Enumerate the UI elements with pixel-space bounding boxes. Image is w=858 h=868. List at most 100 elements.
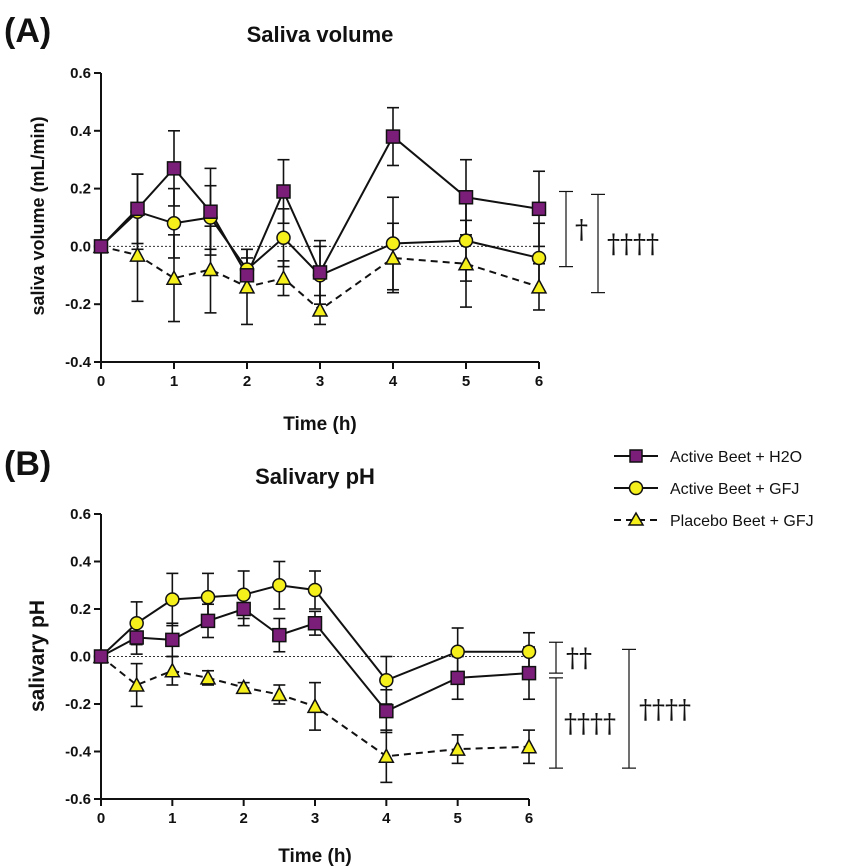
data-point-triangle	[530, 278, 548, 294]
data-point-triangle	[306, 697, 324, 714]
data-point-circle	[458, 233, 474, 248]
data-point-square	[531, 201, 547, 217]
data-point-square	[307, 616, 323, 631]
data-point-triangle	[199, 669, 217, 685]
significance-label: †	[575, 215, 588, 245]
x-tick-label: 4	[389, 373, 398, 390]
data-point-circle	[307, 582, 323, 598]
panel-b-label: (B)	[4, 445, 51, 483]
legend: Active Beet + H2O Active Beet + GFJ Plac…	[614, 449, 814, 530]
y-tick-label: -0.4	[65, 354, 92, 371]
data-point-triangle	[128, 676, 145, 692]
data-point-circle	[236, 587, 251, 602]
data-point-triangle	[384, 249, 402, 265]
y-tick-label: 0.6	[70, 65, 91, 82]
series-line-1	[100, 584, 529, 682]
significance-label: ††	[566, 644, 592, 674]
x-tick-label: 5	[462, 373, 470, 390]
data-point-triangle	[271, 685, 288, 702]
data-point-square	[450, 670, 465, 686]
legend-label: Placebo Beet + GFJ	[670, 513, 814, 530]
data-point-circle	[200, 589, 216, 605]
series-line-1	[100, 210, 540, 277]
data-point-triangle	[202, 260, 219, 277]
x-tick-label: 2	[239, 810, 247, 827]
y-tick-label: -0.6	[65, 791, 91, 808]
data-point-circle	[272, 578, 287, 593]
x-tick-label: 4	[382, 810, 391, 827]
significance-label: ††††	[639, 695, 691, 725]
series-line-0	[100, 607, 530, 713]
data-point-triangle	[378, 747, 395, 763]
data-point-triangle	[164, 662, 181, 678]
y-tick-label: -0.2	[65, 296, 91, 313]
data-point-square	[312, 265, 328, 280]
x-tick-label: 0	[97, 373, 105, 390]
panel-a-plot: -0.4-0.20.00.20.40.60 1 2 3 4 5 6† ††††	[65, 65, 659, 390]
data-point-circle	[379, 673, 394, 688]
data-point-triangle	[449, 740, 466, 756]
panel-b-ylabel: salivary pH	[26, 600, 49, 712]
data-point-square	[93, 239, 109, 254]
panel-b-xlabel: Time (h)	[278, 846, 352, 867]
data-point-square	[130, 201, 145, 217]
panel-b-title: Salivary pH	[255, 464, 375, 489]
x-tick-label: 3	[316, 373, 324, 390]
data-point-triangle	[238, 278, 256, 294]
data-point-square	[458, 190, 474, 205]
y-tick-label: -0.4	[65, 744, 92, 761]
x-tick-label: 3	[311, 810, 319, 827]
panel-b-plot: -0.6-0.4-0.20.00.20.40.60 1 2 3 4 5 6†††††† †††…	[65, 506, 691, 827]
y-tick-label: 0.0	[70, 649, 91, 666]
legend-label: Active Beet + GFJ	[670, 481, 799, 498]
series-line-0	[100, 135, 540, 278]
data-point-square	[200, 613, 216, 629]
data-point-square	[166, 161, 182, 176]
data-point-circle	[165, 592, 180, 607]
legend-label: Active Beet + H2O	[670, 449, 802, 466]
data-point-square	[129, 630, 144, 645]
data-point-circle	[166, 216, 182, 231]
data-point-square	[276, 184, 291, 199]
panel-a-label: (A)	[4, 12, 51, 50]
x-tick-label: 0	[97, 810, 105, 827]
data-point-circle	[531, 250, 547, 266]
legend-item-active-beet-gfj: Active Beet + GFJ	[614, 480, 799, 498]
y-tick-label: 0.4	[70, 123, 92, 140]
y-tick-label: 0.2	[70, 181, 91, 198]
data-point-square	[236, 601, 251, 617]
data-point-square	[385, 129, 401, 144]
data-point-circle	[521, 644, 537, 659]
data-point-square	[165, 632, 180, 648]
data-point-triangle	[129, 246, 146, 262]
significance-label: ††††	[564, 709, 616, 739]
significance-label: ††††	[607, 230, 659, 260]
data-point-triangle	[520, 738, 538, 754]
data-point-square	[272, 627, 287, 643]
data-point-square	[203, 204, 218, 219]
legend-item-placebo-beet-gfj: Placebo Beet + GFJ	[614, 511, 814, 530]
x-tick-label: 5	[453, 810, 461, 827]
x-tick-label: 1	[170, 373, 178, 390]
data-point-triangle	[275, 269, 292, 285]
legend-item-active-beet-h2o: Active Beet + H2O	[614, 449, 802, 466]
panel-a-xlabel: Time (h)	[283, 414, 357, 435]
data-point-square	[239, 268, 255, 283]
series-line-2	[100, 655, 530, 758]
data-point-square	[93, 649, 109, 664]
data-point-triangle	[235, 678, 252, 695]
data-point-triangle	[457, 255, 475, 271]
data-point-square	[379, 703, 394, 719]
x-tick-label: 6	[535, 373, 543, 390]
data-point-circle	[385, 236, 401, 251]
data-point-triangle	[165, 269, 183, 285]
x-tick-label: 2	[243, 373, 251, 390]
y-tick-label: 0.4	[70, 554, 92, 571]
y-tick-label: 0.0	[70, 238, 91, 255]
panel-a-title: Saliva volume	[247, 22, 394, 47]
y-tick-label: 0.6	[70, 506, 91, 523]
data-point-circle	[450, 644, 465, 659]
panel-a-ylabel: saliva volume (mL/min)	[28, 116, 48, 315]
y-tick-label: -0.2	[65, 696, 91, 713]
